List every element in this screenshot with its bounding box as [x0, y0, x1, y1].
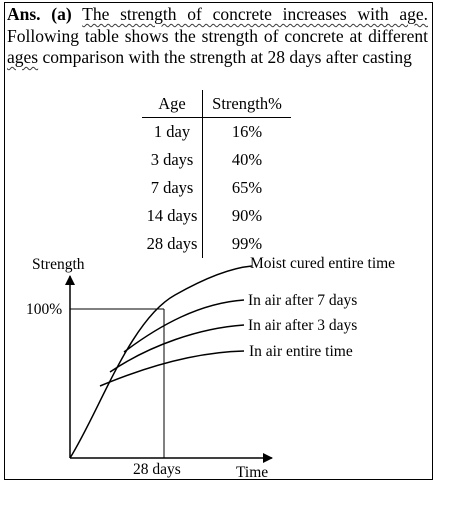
table-cell-strength: 16%: [231, 122, 263, 141]
answer-paragraph: Ans. (a) The strength of concrete increa…: [7, 4, 428, 69]
curve-air-after-7-days: [123, 299, 245, 353]
curve-label-moist-cured: Moist cured entire time: [250, 255, 395, 272]
table-cell-strength: 40%: [231, 150, 263, 169]
table-cell-age: 7 days: [142, 174, 203, 202]
table-cell-age: 14 days: [142, 202, 203, 230]
answer-prefix: Ans. (a): [7, 4, 72, 24]
table-row: 3 days 40%: [142, 146, 291, 174]
table-cell-age: 28 days: [142, 230, 203, 258]
table-row: 28 days 99%: [142, 230, 291, 258]
table-row: 7 days 65%: [142, 174, 291, 202]
table-cell-strength: 99%: [231, 234, 263, 253]
table-cell-strength: 65%: [231, 178, 263, 197]
table-header-strength: Strength%: [202, 90, 291, 118]
answer-ages-word: ages: [7, 47, 39, 67]
table-cell-age: 3 days: [142, 146, 203, 174]
strength-age-table: Age Strength% 1 day 16% 3 days 40% 7 day…: [142, 90, 291, 258]
curve-label-air-after-3-days: In air after 3 days: [248, 317, 357, 334]
curve-air-entire-time: [99, 350, 245, 387]
table-header-age: Age: [142, 90, 203, 118]
answer-table-intro: Following table shows the strength of co…: [7, 25, 428, 46]
curve-moist-cured: [69, 265, 253, 459]
table-cell-strength: 90%: [231, 206, 263, 225]
table-row: 14 days 90%: [142, 202, 291, 230]
y-axis-label: Strength: [32, 256, 85, 273]
answer-table-intro-end: comparison with the strength at 28 days …: [38, 47, 412, 67]
table-row: 1 day 16%: [142, 117, 291, 146]
curve-label-air-entire-time: In air entire time: [249, 343, 353, 360]
curve-air-after-3-days: [109, 324, 245, 373]
table-cell-age: 1 day: [142, 117, 203, 146]
answer-intro-sentence: The strength of concrete increases with …: [82, 4, 428, 24]
answer-frame: [4, 2, 433, 480]
curve-label-air-after-7-days: In air after 7 days: [248, 292, 357, 309]
y-marker-label: 100%: [26, 301, 62, 318]
x-marker-label: 28 days: [133, 461, 181, 478]
x-axis-label: Time: [236, 464, 268, 481]
